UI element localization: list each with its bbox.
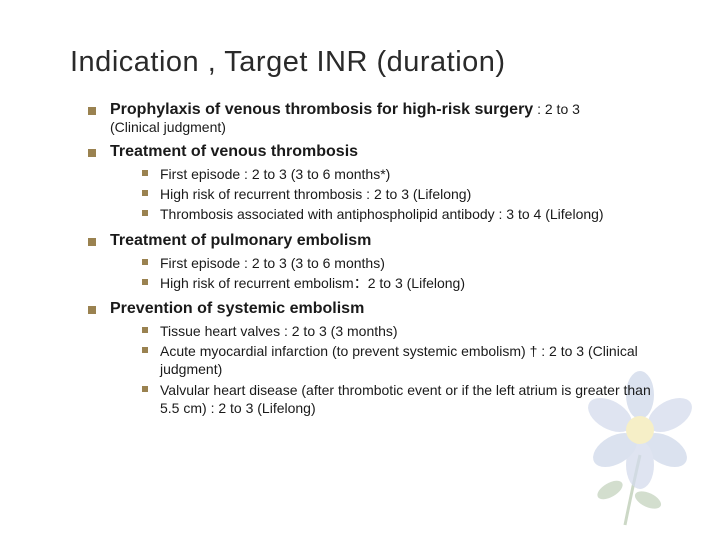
list-subitem: First episode : 2 to 3 (3 to 6 months*) bbox=[142, 165, 660, 183]
item-head: Prevention of systemic embolism bbox=[110, 300, 364, 317]
list-subitem: First episode : 2 to 3 (3 to 6 months) bbox=[142, 254, 660, 272]
list-subitem: Valvular heart disease (after thrombotic… bbox=[142, 381, 660, 417]
list-subitem: High risk of recurrent thrombosis : 2 to… bbox=[142, 185, 660, 203]
slide-title: Indication , Target INR (duration) bbox=[70, 46, 660, 79]
list-item: Prophylaxis of venous thrombosis for hig… bbox=[88, 101, 660, 135]
bullet-list-level2: First episode : 2 to 3 (3 to 6 months*) … bbox=[110, 165, 660, 224]
bullet-list-level2: First episode : 2 to 3 (3 to 6 months) H… bbox=[110, 254, 660, 292]
list-subitem: Tissue heart valves : 2 to 3 (3 months) bbox=[142, 322, 660, 340]
item-head: Treatment of pulmonary embolism bbox=[110, 232, 371, 249]
item-head: Treatment of venous thrombosis bbox=[110, 143, 358, 160]
list-item: Treatment of venous thrombosis First epi… bbox=[88, 143, 660, 224]
list-subitem: Acute myocardial infarction (to prevent … bbox=[142, 342, 660, 378]
item-head: Prophylaxis of venous thrombosis for hig… bbox=[110, 101, 533, 118]
list-item: Prevention of systemic embolism Tissue h… bbox=[88, 300, 660, 417]
item-tail: : 2 to 3 bbox=[533, 101, 580, 117]
item-paren: (Clinical judgment) bbox=[110, 119, 660, 135]
list-subitem: Thrombosis associated with antiphospholi… bbox=[142, 205, 660, 223]
list-item: Treatment of pulmonary embolism First ep… bbox=[88, 232, 660, 292]
bullet-list-level1: Prophylaxis of venous thrombosis for hig… bbox=[70, 101, 660, 417]
list-subitem: High risk of recurrent embolism：2 to 3 (… bbox=[142, 274, 660, 292]
bullet-list-level2: Tissue heart valves : 2 to 3 (3 months) … bbox=[110, 322, 660, 417]
slide: Indication , Target INR (duration) Proph… bbox=[0, 0, 720, 540]
